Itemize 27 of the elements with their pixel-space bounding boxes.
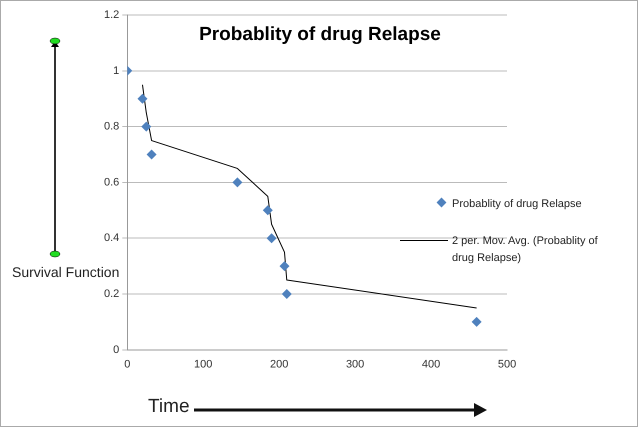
point (262, 205, 273, 216)
y-tick-label: 0 (113, 344, 120, 356)
point (266, 233, 277, 244)
point (146, 150, 157, 160)
text: Probablity of drug Relapse (198, 24, 442, 46)
x-tick-label: 100 (194, 358, 212, 370)
x-tick-label: 300 (346, 358, 364, 370)
x-axis-title: Time (148, 396, 190, 418)
point (141, 122, 152, 132)
y-tick-label: 0.4 (104, 232, 120, 244)
y-tick-label: 0.8 (104, 120, 120, 133)
point (282, 289, 292, 299)
y-axis-title: Survival Function (12, 264, 120, 280)
legend-label: 2 per. Mov. Avg. (Probablity of drug Relapse) (452, 234, 599, 266)
y-tick-label: 0.2 (104, 288, 120, 300)
x-tick-label: 500 (498, 358, 516, 370)
x-tick-label: 200 (270, 358, 288, 370)
x-tick-label: 400 (422, 358, 440, 370)
point (472, 316, 482, 327)
point (137, 94, 148, 104)
point (279, 261, 290, 272)
y-tick-label: 0.6 (104, 176, 120, 188)
legend-label: Probablity of drug Relapse (452, 197, 583, 212)
point (232, 177, 242, 188)
y-tick-label: 1.2 (104, 9, 120, 22)
x-tick-label: 0 (124, 358, 130, 370)
y-tick-label: 1 (113, 64, 120, 77)
